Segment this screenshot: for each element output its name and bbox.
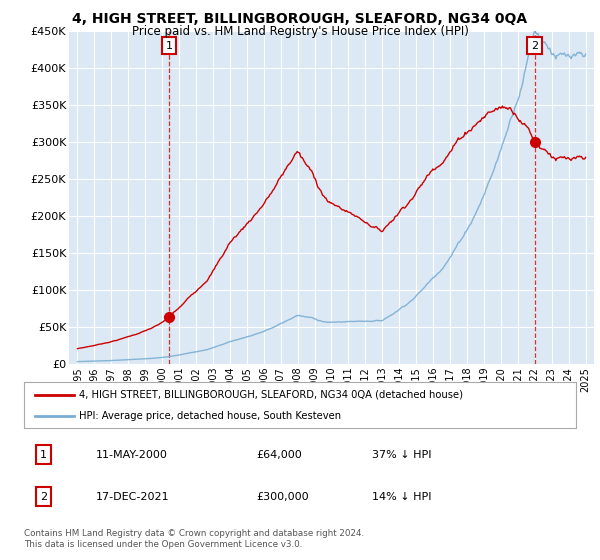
Text: 17-DEC-2021: 17-DEC-2021 — [96, 492, 169, 502]
Text: £64,000: £64,000 — [256, 450, 302, 460]
Text: 2: 2 — [40, 492, 47, 502]
Text: £300,000: £300,000 — [256, 492, 308, 502]
Text: 4, HIGH STREET, BILLINGBOROUGH, SLEAFORD, NG34 0QA (detached house): 4, HIGH STREET, BILLINGBOROUGH, SLEAFORD… — [79, 390, 463, 400]
Text: 1: 1 — [166, 41, 173, 50]
Text: Contains HM Land Registry data © Crown copyright and database right 2024.
This d: Contains HM Land Registry data © Crown c… — [24, 529, 364, 549]
Text: Price paid vs. HM Land Registry's House Price Index (HPI): Price paid vs. HM Land Registry's House … — [131, 25, 469, 38]
Text: 1: 1 — [40, 450, 47, 460]
Text: 37% ↓ HPI: 37% ↓ HPI — [372, 450, 431, 460]
Text: 11-MAY-2000: 11-MAY-2000 — [96, 450, 167, 460]
Text: 2: 2 — [531, 41, 538, 50]
Text: 14% ↓ HPI: 14% ↓ HPI — [372, 492, 431, 502]
Text: 4, HIGH STREET, BILLINGBOROUGH, SLEAFORD, NG34 0QA: 4, HIGH STREET, BILLINGBOROUGH, SLEAFORD… — [73, 12, 527, 26]
Text: HPI: Average price, detached house, South Kesteven: HPI: Average price, detached house, Sout… — [79, 411, 341, 421]
